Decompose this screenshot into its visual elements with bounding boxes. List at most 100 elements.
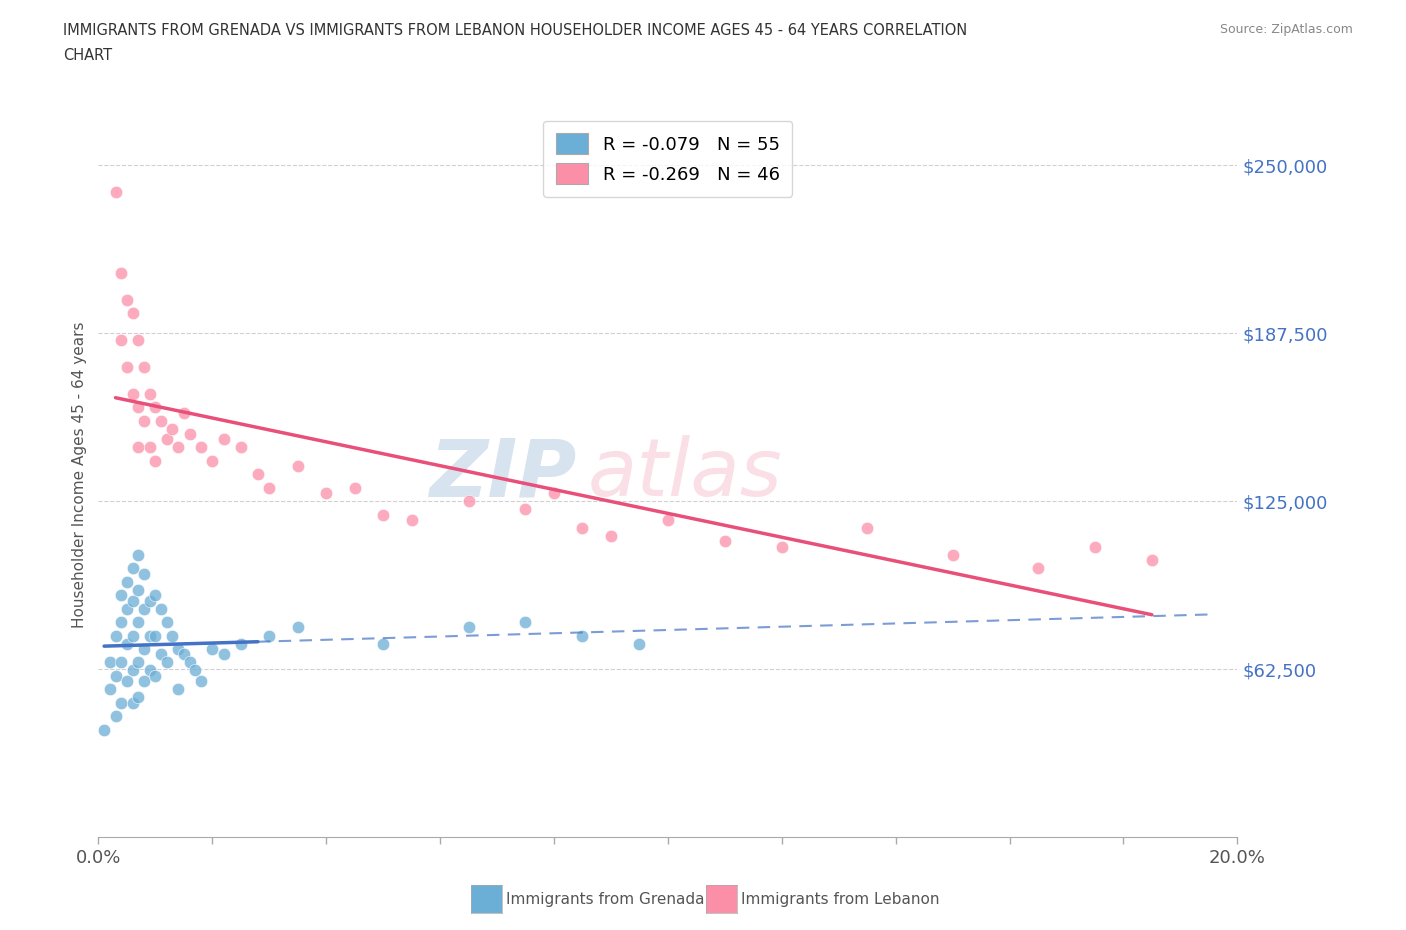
Point: [110, 696, 132, 711]
Point: [145, 628, 167, 643]
Point: [173, 405, 195, 420]
Point: [110, 655, 132, 670]
Text: Immigrants from Lebanon: Immigrants from Lebanon: [741, 892, 939, 907]
Text: CHART: CHART: [63, 48, 112, 63]
Point: [132, 566, 155, 581]
Point: [571, 628, 593, 643]
Point: [145, 400, 167, 415]
Point: [104, 669, 127, 684]
Legend: R = -0.079   N = 55, R = -0.269   N = 46: R = -0.079 N = 55, R = -0.269 N = 46: [543, 121, 793, 196]
Point: [856, 521, 879, 536]
Point: [571, 521, 593, 536]
Point: [150, 601, 173, 616]
Point: [212, 432, 235, 446]
Point: [259, 628, 281, 643]
Y-axis label: Householder Income Ages 45 - 64 years: Householder Income Ages 45 - 64 years: [72, 321, 87, 628]
Point: [110, 588, 132, 603]
Point: [132, 642, 155, 657]
Point: [110, 333, 132, 348]
Point: [162, 628, 184, 643]
Point: [104, 185, 127, 200]
Point: [190, 440, 212, 455]
Point: [104, 709, 127, 724]
Point: [1084, 539, 1107, 554]
Point: [1026, 561, 1049, 576]
Point: [515, 615, 537, 630]
Point: [179, 427, 201, 442]
Point: [190, 673, 212, 688]
Point: [515, 502, 537, 517]
Point: [315, 485, 337, 500]
Point: [657, 512, 679, 527]
Point: [115, 359, 138, 374]
Point: [156, 615, 179, 630]
Point: [373, 507, 395, 522]
Point: [121, 593, 143, 608]
Point: [127, 333, 149, 348]
Point: [132, 673, 155, 688]
Point: [201, 642, 224, 657]
Point: [127, 582, 149, 597]
Point: [127, 690, 149, 705]
Point: [121, 386, 143, 401]
Text: atlas: atlas: [588, 435, 783, 513]
Point: [1140, 552, 1163, 567]
Point: [121, 306, 143, 321]
Point: [184, 663, 207, 678]
Point: [145, 669, 167, 684]
Point: [98, 655, 121, 670]
Point: [127, 615, 149, 630]
Point: [121, 561, 143, 576]
Point: [115, 292, 138, 307]
Text: IMMIGRANTS FROM GRENADA VS IMMIGRANTS FROM LEBANON HOUSEHOLDER INCOME AGES 45 - : IMMIGRANTS FROM GRENADA VS IMMIGRANTS FR…: [63, 23, 967, 38]
Point: [145, 588, 167, 603]
Point: [121, 663, 143, 678]
Text: Source: ZipAtlas.com: Source: ZipAtlas.com: [1219, 23, 1353, 36]
Point: [150, 647, 173, 662]
Point: [150, 413, 173, 428]
Point: [132, 413, 155, 428]
Point: [93, 722, 115, 737]
Point: [229, 440, 252, 455]
Point: [212, 647, 235, 662]
Point: [401, 512, 423, 527]
Point: [127, 440, 149, 455]
Point: [110, 615, 132, 630]
Point: [132, 601, 155, 616]
Point: [373, 636, 395, 651]
Point: [287, 620, 309, 635]
Point: [167, 682, 190, 697]
Point: [115, 636, 138, 651]
Point: [121, 628, 143, 643]
Point: [145, 454, 167, 469]
Point: [104, 628, 127, 643]
Point: [121, 696, 143, 711]
Point: [942, 548, 965, 563]
Point: [179, 655, 201, 670]
Point: [138, 440, 160, 455]
Point: [127, 548, 149, 563]
Point: [138, 663, 160, 678]
Point: [115, 673, 138, 688]
Point: [110, 265, 132, 280]
Point: [156, 655, 179, 670]
Point: [156, 432, 179, 446]
Point: [138, 593, 160, 608]
Point: [173, 647, 195, 662]
Point: [259, 480, 281, 495]
Point: [115, 575, 138, 590]
Point: [343, 480, 366, 495]
Point: [457, 494, 479, 509]
Point: [201, 454, 224, 469]
Point: [132, 359, 155, 374]
Text: Immigrants from Grenada: Immigrants from Grenada: [506, 892, 704, 907]
Point: [167, 440, 190, 455]
Point: [127, 400, 149, 415]
Point: [287, 458, 309, 473]
Point: [457, 620, 479, 635]
Point: [138, 628, 160, 643]
Point: [167, 642, 190, 657]
Point: [229, 636, 252, 651]
Point: [127, 655, 149, 670]
Point: [770, 539, 793, 554]
